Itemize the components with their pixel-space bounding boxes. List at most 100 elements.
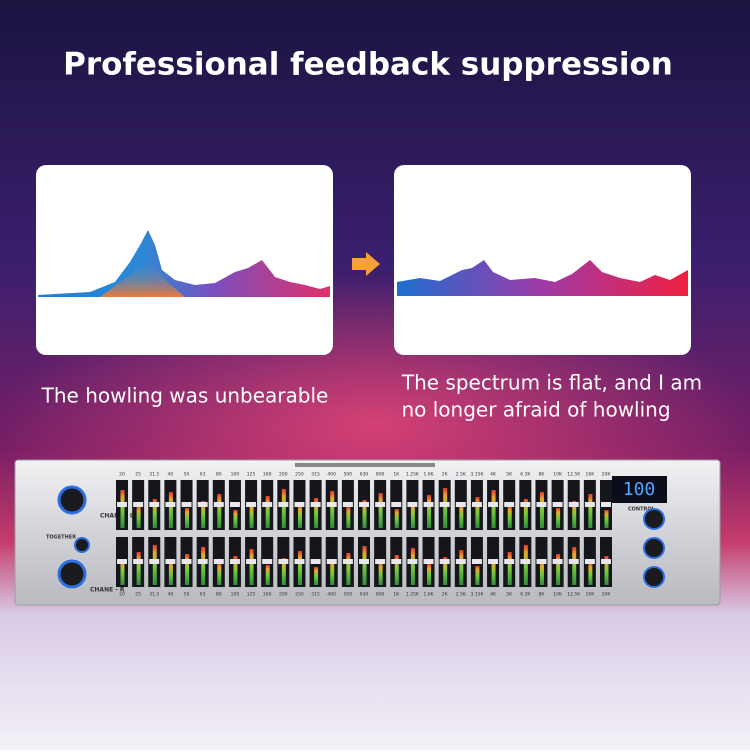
slider-knob (294, 502, 305, 507)
band-label: 3.15K (470, 592, 484, 598)
title: Professional feedback suppression (63, 47, 673, 83)
slider-knob (262, 559, 273, 564)
label: CONTROL (628, 507, 656, 513)
band-label: 160 (263, 592, 272, 598)
slider-knob (181, 559, 192, 564)
slider-knob (536, 502, 547, 507)
slider-knob (278, 559, 289, 564)
band-label: 20 (119, 592, 125, 598)
band-label: 3.15K (470, 472, 484, 478)
slider-knob (423, 502, 434, 507)
band-label: 630 (360, 472, 369, 478)
slider-knob (471, 559, 482, 564)
led-meter (217, 494, 222, 528)
slider-knob (455, 502, 466, 507)
slider-knob (488, 502, 499, 507)
band-label: 20 (119, 472, 125, 478)
slider-knob (439, 559, 450, 564)
band-label: 1.6K (423, 472, 434, 478)
led-meter (539, 492, 544, 528)
led-meter (136, 552, 141, 585)
band-label: 31.5 (149, 592, 159, 598)
band-label: 80 (216, 592, 222, 598)
led-meter (427, 495, 432, 528)
band-label: 40 (168, 592, 174, 598)
led-meter (362, 546, 367, 585)
slider-knob (601, 502, 611, 507)
band-label: 100 (231, 592, 240, 598)
band-label: 63 (200, 472, 206, 478)
label: CHANE - R (90, 587, 125, 594)
led-meter (249, 549, 254, 585)
after-card (394, 165, 691, 355)
slider-knob (552, 502, 563, 507)
band-label: 160 (263, 472, 272, 478)
led-meter (556, 554, 561, 585)
slider-knob (197, 502, 208, 507)
led-meter (572, 547, 577, 585)
band-label: 315 (311, 592, 320, 598)
band-label: 800 (376, 592, 385, 598)
band-label: 8K (539, 472, 546, 478)
led-meter (249, 503, 254, 528)
slider-knob (407, 502, 418, 507)
band-label: 1K (393, 592, 400, 598)
band-label: 80 (216, 472, 222, 478)
slider-knob (165, 502, 176, 507)
led-meter (152, 499, 157, 528)
led-meter (588, 563, 593, 585)
band-label: 400 (327, 472, 336, 478)
led-meter (378, 493, 383, 528)
slider-knob (407, 559, 418, 564)
slider-knob (262, 502, 273, 507)
led-meter (572, 501, 577, 528)
led-meter (410, 548, 415, 585)
before-card (36, 165, 333, 355)
band-label: 50 (184, 472, 190, 478)
band-label: 125 (247, 592, 256, 598)
led-meter (346, 553, 351, 585)
band-label: 16K (586, 472, 596, 478)
led-meter (168, 492, 173, 528)
led-meter (281, 558, 286, 585)
band-label: 5K (506, 472, 513, 478)
slider-knob (117, 502, 127, 507)
slider-knob (326, 559, 337, 564)
band-label: 500 (344, 592, 353, 598)
band-label: 20K (602, 592, 612, 598)
band-label: 200 (279, 472, 288, 478)
band-label: 10K (553, 592, 563, 598)
vent (295, 463, 435, 467)
led-meter (443, 557, 448, 585)
caption-after: no longer afraid of howling (401, 398, 670, 422)
slider-knob (359, 502, 369, 507)
band-label: 4K (490, 592, 497, 598)
led-meter (394, 509, 399, 528)
led-meter (330, 491, 335, 528)
band-label: 200 (279, 592, 288, 598)
led-meter (459, 550, 464, 585)
slider-knob (342, 559, 353, 564)
band-label: 50 (184, 592, 190, 598)
slider-knob (552, 559, 563, 564)
band-label: 40 (168, 472, 174, 478)
band-label: 31.5 (149, 472, 159, 478)
slider-knob (601, 559, 611, 564)
slider-knob (504, 559, 515, 564)
slider-knob (213, 559, 224, 564)
led-meter (281, 489, 286, 528)
led-meter (233, 556, 238, 585)
slider-knob (294, 559, 305, 564)
slider-knob (278, 502, 289, 507)
led-meter (168, 561, 173, 585)
slider-knob (310, 502, 321, 507)
led-meter (362, 500, 367, 528)
led-meter (491, 559, 496, 585)
slider-knob (455, 559, 466, 564)
led-meter (265, 496, 270, 528)
slider-knob (488, 559, 499, 564)
band-label: 6.3K (520, 472, 531, 478)
knob (643, 508, 665, 530)
led-meter (136, 506, 141, 528)
slider-knob (536, 559, 547, 564)
